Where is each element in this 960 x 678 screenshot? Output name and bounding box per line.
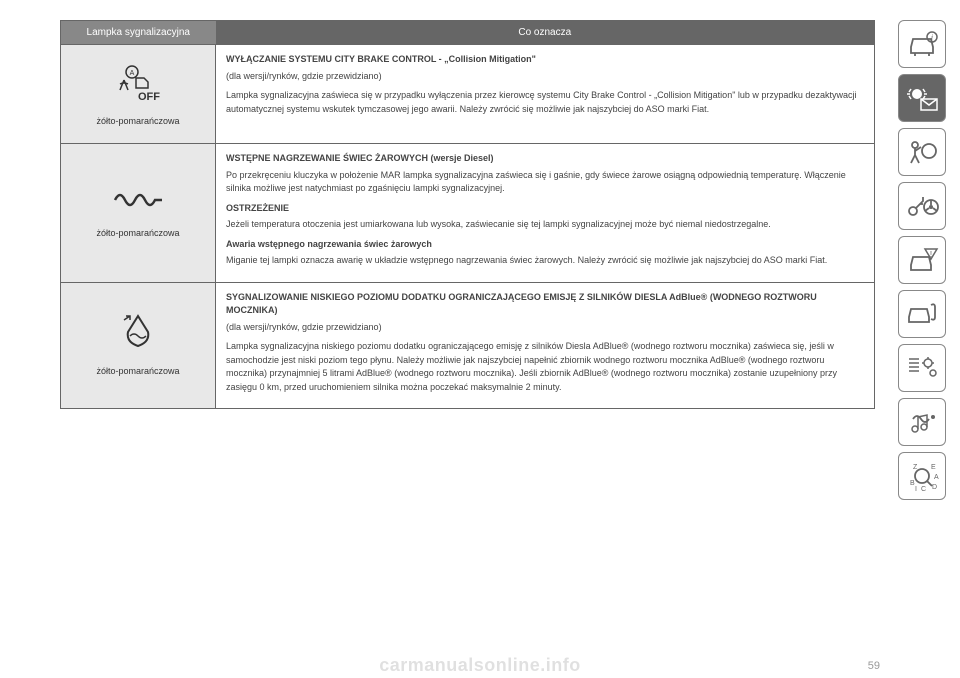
header-lamp: Lampka sygnalizacyjna xyxy=(61,21,216,45)
meaning-cell: WSTĘPNE NAGRZEWANIE ŚWIEC ŻAROWYCH (wers… xyxy=(216,144,875,283)
side-icon-car-info[interactable]: i xyxy=(898,20,946,68)
side-icon-airbag[interactable] xyxy=(898,128,946,176)
section-title: WYŁĄCZANIE SYSTEMU CITY BRAKE CONTROL - … xyxy=(226,53,864,67)
section-text: Miganie tej lampki oznacza awarię w ukła… xyxy=(226,254,864,268)
side-icon-key-wheel[interactable] xyxy=(898,182,946,230)
lamp-cell: żółto-pomarańczowa xyxy=(61,282,216,409)
glow-plug-icon xyxy=(66,185,210,220)
side-icon-settings-gears[interactable] xyxy=(898,344,946,392)
lamp-label: żółto-pomarańczowa xyxy=(66,365,210,379)
main-content: Lampka sygnalizacyjna Co oznacza A OFF ż… xyxy=(0,0,890,678)
side-icon-nav-audio[interactable] xyxy=(898,398,946,446)
lamp-cell: A OFF żółto-pomarańczowa xyxy=(61,45,216,144)
svg-text:E: E xyxy=(931,464,936,471)
watermark: carmanualsonline.info xyxy=(379,655,581,676)
table-row: żółto-pomarańczowa SYGNALIZOWANIE NISKIEG… xyxy=(61,282,875,409)
section-subtitle: (dla wersji/rynków, gdzie przewidziano) xyxy=(226,70,864,84)
table-row: żółto-pomarańczowa WSTĘPNE NAGRZEWANIE ŚW… xyxy=(61,144,875,283)
section-text: Po przekręceniu kluczyka w położenie MAR… xyxy=(226,169,864,196)
section-title: Awaria wstępnego nagrzewania świec żarow… xyxy=(226,238,864,252)
svg-text:!: ! xyxy=(930,250,932,259)
svg-text:A: A xyxy=(934,474,939,481)
table-row: A OFF żółto-pomarańczowa WYŁĄCZANIE SYSTE… xyxy=(61,45,875,144)
side-icon-car-warning[interactable]: ! xyxy=(898,236,946,284)
section-text: Lampka sygnalizacyjna niskiego poziomu d… xyxy=(226,340,864,394)
section-title: WSTĘPNE NAGRZEWANIE ŚWIEC ŻAROWYCH (wers… xyxy=(226,152,864,166)
svg-text:i: i xyxy=(931,33,933,42)
meaning-cell: SYGNALIZOWANIE NISKIEGO POZIOMU DODATKU … xyxy=(216,282,875,409)
svg-text:C: C xyxy=(921,486,926,491)
section-subtitle: (dla wersji/rynków, gdzie przewidziano) xyxy=(226,321,864,335)
warning-lights-table: Lampka sygnalizacyjna Co oznacza A OFF ż… xyxy=(60,20,875,668)
side-nav: i!ZEADCBI xyxy=(890,0,960,678)
svg-text:I: I xyxy=(915,486,917,491)
svg-text:OFF: OFF xyxy=(138,91,160,102)
meaning-cell: WYŁĄCZANIE SYSTEMU CITY BRAKE CONTROL - … xyxy=(216,45,875,144)
page-number: 59 xyxy=(868,660,880,672)
svg-text:A: A xyxy=(130,70,135,77)
section-title: SYGNALIZOWANIE NISKIEGO POZIOMU DODATKU … xyxy=(226,291,864,318)
city-brake-off-icon: A OFF xyxy=(66,60,210,107)
side-icon-index[interactable]: ZEADCBI xyxy=(898,452,946,500)
section-text: Lampka sygnalizacyjna zaświeca się w prz… xyxy=(226,89,864,116)
header-meaning: Co oznacza xyxy=(216,21,875,45)
section-text: Jeżeli temperatura otoczenia jest umiark… xyxy=(226,218,864,232)
side-icon-lamp-mail[interactable] xyxy=(898,74,946,122)
side-icon-car-service[interactable] xyxy=(898,290,946,338)
svg-text:D: D xyxy=(932,484,937,491)
lamp-cell: żółto-pomarańczowa xyxy=(61,144,216,283)
lamp-label: żółto-pomarańczowa xyxy=(66,227,210,241)
lamp-label: żółto-pomarańczowa xyxy=(66,115,210,129)
svg-text:Z: Z xyxy=(913,464,918,471)
section-title: OSTRZEŻENIE xyxy=(226,202,864,216)
adblue-icon xyxy=(66,312,210,357)
